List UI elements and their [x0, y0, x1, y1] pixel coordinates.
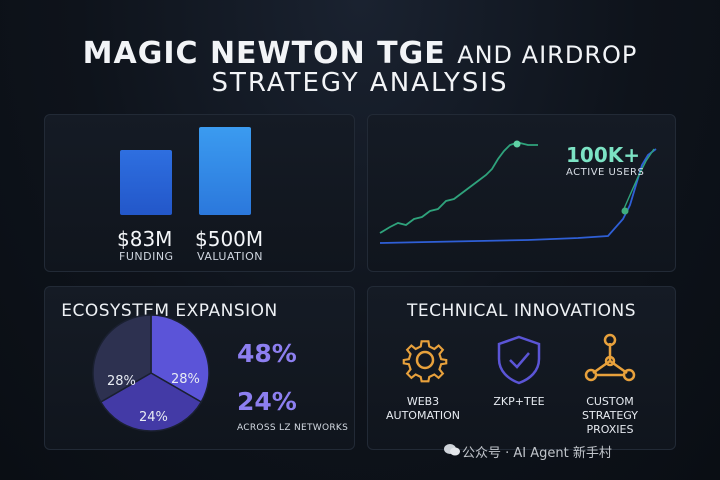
valuation-label: VALUATION	[197, 250, 263, 263]
pie-slice	[99, 372, 203, 432]
valuation-bar	[199, 127, 251, 215]
pie-slice	[150, 314, 210, 404]
innovations-panel: TECHNICAL INNOVATIONS WEB3 AUTOMATION ZK…	[367, 286, 676, 450]
ecosystem-pie: 28% 24% 28%	[92, 314, 210, 432]
page-subtitle: STRATEGY ANALYSIS	[211, 68, 509, 98]
active-users-label: ACTIVE USERS	[566, 167, 645, 178]
pie-slice	[92, 314, 152, 404]
innovation-label-proxies: CUSTOM STRATEGY PROXIES	[582, 395, 638, 436]
innovations-heading: TECHNICAL INNOVATIONS	[406, 301, 637, 321]
pie-label-left: 28%	[107, 374, 136, 389]
page-title: MAGIC NEWTON TGE AND AIRDROP	[0, 36, 720, 71]
funding-value: $83M	[117, 227, 173, 251]
growth-point-green	[513, 140, 521, 148]
growth-line-blue	[379, 148, 657, 244]
network-nodes-icon	[584, 333, 636, 382]
active-users-value: 100K+	[566, 143, 641, 167]
funding-panel: $83M $500M FUNDING VALUATION	[44, 114, 355, 272]
title-main: MAGIC NEWTON TGE	[82, 36, 446, 71]
wechat-icon	[444, 444, 460, 456]
pie-label-right: 28%	[171, 372, 200, 387]
growth-line-green-tail	[622, 148, 655, 212]
stat-24: 24%	[237, 387, 297, 416]
growth-point-blue	[621, 207, 629, 215]
growth-panel: 100K+ ACTIVE USERS	[367, 114, 676, 272]
shield-check-icon	[497, 335, 541, 385]
growth-line-green	[379, 142, 538, 234]
funding-bar	[120, 149, 172, 215]
pie-label-bottom: 24%	[139, 410, 168, 425]
watermark: 公众号 · AI Agent 新手村	[462, 446, 612, 461]
gear-icon	[402, 340, 448, 383]
funding-label: FUNDING	[119, 250, 174, 263]
ecosystem-heading: ECOSYSTEM EXPANSION	[61, 301, 278, 321]
innovation-label-zkp: ZKP+TEE	[493, 395, 545, 408]
innovation-label-automation: WEB3 AUTOMATION	[386, 395, 460, 422]
valuation-value: $500M	[195, 227, 264, 251]
networks-note: ACROSS LZ NETWORKS	[237, 423, 349, 433]
ecosystem-panel: ECOSYSTEM EXPANSION 28% 24% 28% 48% 24% …	[44, 286, 355, 450]
title-tail: AND AIRDROP	[457, 41, 638, 69]
growth-chart	[379, 140, 657, 244]
stat-48: 48%	[237, 339, 297, 368]
